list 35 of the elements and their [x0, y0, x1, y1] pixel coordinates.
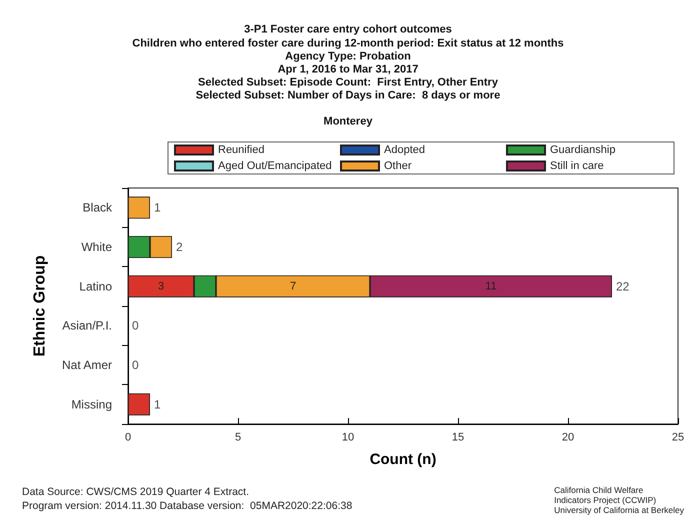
- source-note: Data Source: CWS/CMS 2019 Quarter 4 Extract. Program version: 2014.11.30 Database version: 05MAR2020:22:06:38: [22, 486, 352, 512]
- bar: [128, 393, 150, 416]
- y-tick-label: Latino: [79, 279, 112, 294]
- legend-label: Reunified: [218, 144, 264, 156]
- total-label: 0: [132, 358, 139, 372]
- text: California Child Welfare Indicators Project (CCWIP) University of California at Berkeley: [554, 485, 685, 515]
- legend-label: Still in care: [550, 160, 604, 172]
- data-label: 7: [290, 280, 296, 292]
- text: Children who entered foster care during 12-month period: Exit status at 12 months Agency Type: Probation Apr 1, 2016 to Mar 31, 2017 Selected Subset: Episode Count: First Entry, Other Entry Selected Subset: Number of Days in Care: 8 days or more Monterey: [132, 38, 564, 128]
- x-tick-label: 5: [234, 432, 242, 444]
- y-tick-label: Nat Amer: [62, 358, 112, 372]
- data-label: 3: [158, 280, 164, 292]
- total-label: 1: [154, 200, 161, 215]
- legend-label: Adopted: [384, 144, 425, 156]
- y-axis-title: Ethnic Group: [32, 255, 48, 357]
- total-label: 1: [154, 397, 161, 412]
- x-tick-label: 25: [672, 432, 684, 444]
- bar: [128, 196, 150, 219]
- total-label: 22: [616, 279, 630, 294]
- y-tick-label: White: [81, 240, 112, 254]
- data-label: 11: [485, 280, 497, 292]
- x-tick-label: 10: [342, 432, 354, 444]
- x-tick-label: 15: [452, 432, 464, 444]
- x-tick-label: 0: [124, 432, 132, 444]
- y-tick-label: Black: [82, 200, 113, 215]
- chart-title: 3-P1 Foster care entry cohort outcomes: [244, 24, 452, 36]
- x-tick-label: 20: [562, 432, 574, 444]
- y-tick-label: Missing: [71, 397, 112, 412]
- total-label: 2: [176, 240, 183, 254]
- y-tick-label: Asian/P.I.: [62, 318, 112, 333]
- legend-label: Guardianship: [550, 144, 616, 156]
- x-axis-title: Count (n): [370, 451, 436, 468]
- legend-label: Other: [384, 160, 412, 172]
- total-label: 0: [132, 318, 139, 333]
- legend-label: Aged Out/Emancipated: [218, 160, 332, 172]
